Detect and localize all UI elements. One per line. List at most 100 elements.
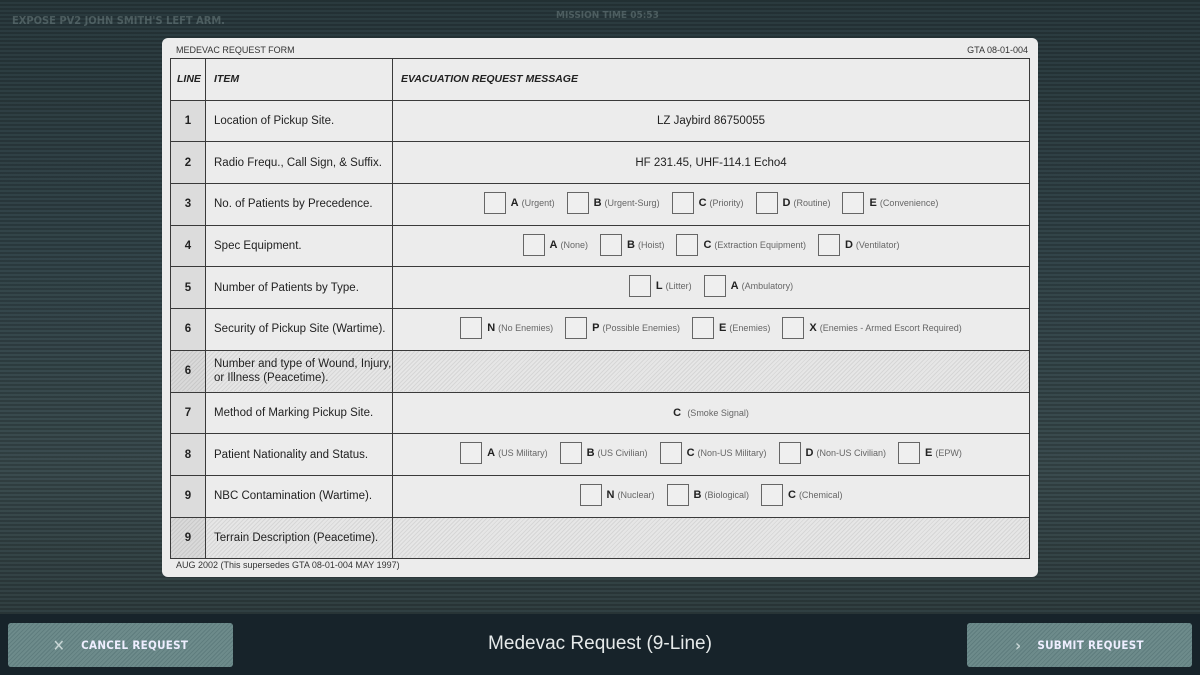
- option-a[interactable]: A (Urgent): [483, 191, 555, 214]
- form-table: LINE ITEM EVACUATION REQUEST MESSAGE 1 Lo…: [170, 58, 1030, 560]
- option-desc: (Ambulatory): [741, 281, 794, 292]
- checkbox[interactable]: [628, 275, 651, 298]
- option-l[interactable]: L (Litter): [628, 275, 692, 298]
- checkbox[interactable]: [671, 191, 694, 214]
- line-number: 7: [170, 391, 206, 435]
- header-line: LINE: [170, 58, 206, 101]
- checkbox[interactable]: [703, 275, 726, 298]
- cancel-request-button[interactable]: ✕ CANCEL REQUEST: [8, 623, 233, 667]
- option-c[interactable]: C (Priority): [671, 191, 744, 214]
- line-number: 9: [170, 516, 206, 560]
- checkbox[interactable]: [778, 442, 801, 465]
- option-desc: (Urgent-Surg): [604, 197, 660, 208]
- message-value: LZ Jaybird 86750055: [656, 115, 766, 128]
- table-row: 8 Patient Nationality and Status. A (US Mil…: [170, 433, 1030, 476]
- item-label: Number and type of Wound, Injury, or Ill…: [205, 349, 393, 393]
- option-desc: (Chemical): [798, 489, 843, 500]
- message-cell: [392, 349, 1030, 393]
- option-b[interactable]: B (US Civilian): [559, 442, 648, 465]
- option-d[interactable]: D (Ventilator): [817, 233, 900, 256]
- message-cell[interactable]: L (Litter) A (Ambulatory): [392, 266, 1030, 310]
- checkbox[interactable]: [782, 316, 805, 339]
- checkbox[interactable]: [755, 191, 778, 214]
- checkbox[interactable]: [483, 191, 506, 214]
- message-cell[interactable]: A (Urgent) B (Urgent-Surg) C (Priority) D (Rout…: [392, 183, 1030, 226]
- option-letter: B: [693, 488, 702, 501]
- checkbox[interactable]: [842, 191, 865, 214]
- option-d[interactable]: D (Non-US Civilian): [778, 442, 886, 465]
- checkbox[interactable]: [559, 442, 582, 465]
- option-desc: (Ventilator): [855, 239, 900, 250]
- checkbox[interactable]: [666, 483, 689, 506]
- checkbox[interactable]: [898, 442, 920, 465]
- message-cell[interactable]: N (Nuclear) B (Biological) C (Chemical): [392, 474, 1030, 518]
- option-d[interactable]: D (Routine): [755, 191, 830, 214]
- form-title: MEDEVAC REQUEST FORM: [176, 45, 295, 55]
- option-p[interactable]: P (Possible Enemies): [565, 316, 680, 339]
- item-label: Location of Pickup Site.: [205, 99, 393, 143]
- option-desc: (Non-US Military): [697, 448, 767, 459]
- message-cell[interactable]: A (US Military) B (US Civilian) C (Non-US Mil…: [392, 433, 1030, 476]
- option-desc: (Biological): [704, 489, 749, 500]
- item-label: NBC Contamination (Wartime).: [205, 474, 393, 518]
- item-label: Radio Frequ., Call Sign, & Suffix.: [205, 141, 393, 185]
- checkbox[interactable]: [579, 483, 602, 506]
- header-message: EVACUATION REQUEST MESSAGE: [392, 58, 1030, 101]
- submit-label: SUBMIT REQUEST: [1037, 638, 1144, 652]
- option-desc: (Enemies): [729, 322, 771, 333]
- option-letter: A: [510, 196, 519, 209]
- option-n[interactable]: N (Nuclear): [579, 483, 655, 506]
- objective-text: EXPOSE PV2 JOHN SMITH'S LEFT ARM.: [12, 14, 225, 27]
- option-desc: (US Civilian): [597, 448, 648, 459]
- item-label: Method of Marking Pickup Site.: [205, 391, 393, 435]
- message-cell[interactable]: A (None) B (Hoist) C (Extraction Equipment) D(…: [392, 224, 1030, 268]
- message-cell[interactable]: LZ Jaybird 86750055: [392, 99, 1030, 143]
- option-desc: (Enemies - Armed Escort Required): [819, 322, 962, 333]
- option-c[interactable]: C (Extraction Equipment): [676, 233, 806, 256]
- option-e[interactable]: E (EPW): [898, 442, 962, 465]
- option-a[interactable]: A (Ambulatory): [703, 275, 794, 298]
- submit-request-button[interactable]: › SUBMIT REQUEST: [967, 623, 1192, 667]
- option-desc: (Priority): [709, 197, 744, 208]
- message-cell[interactable]: N (No Enemies) P (Possible Enemies) E (Enemie…: [392, 308, 1030, 351]
- option-b[interactable]: B (Biological): [666, 483, 749, 506]
- option-c[interactable]: C (Chemical): [760, 483, 843, 506]
- screen-title: Medevac Request (9-Line): [488, 633, 712, 654]
- message-cell[interactable]: C (Smoke Signal): [392, 391, 1030, 435]
- medevac-form: MEDEVAC REQUEST FORM GTA 08-01-004 LINE …: [162, 38, 1038, 577]
- option-a[interactable]: A (None): [522, 233, 588, 256]
- table-row: 4 Spec Equipment. A (None) B (Hoist) C (Extract…: [170, 224, 1030, 268]
- option-n[interactable]: N (No Enemies): [460, 316, 553, 339]
- option-e[interactable]: E (Enemies): [692, 316, 771, 339]
- option-b[interactable]: B (Hoist): [600, 233, 665, 256]
- option-desc: (EPW): [935, 448, 962, 459]
- checkbox[interactable]: [659, 442, 682, 465]
- checkbox[interactable]: [566, 191, 589, 214]
- checkbox[interactable]: [692, 316, 715, 339]
- table-header: LINE ITEM EVACUATION REQUEST MESSAGE: [170, 58, 1030, 101]
- checkbox[interactable]: [817, 233, 840, 256]
- checkbox[interactable]: [522, 233, 545, 256]
- checkbox[interactable]: [676, 233, 699, 256]
- option-b[interactable]: B (Urgent-Surg): [566, 191, 660, 214]
- message-cell[interactable]: HF 231.45, UHF-114.1 Echo4: [392, 141, 1030, 185]
- table-row: 5 Number of Patients by Type. L (Litter) A (A…: [170, 266, 1030, 310]
- form-code: GTA 08-01-004: [967, 45, 1028, 55]
- option-desc: (Hoist): [637, 239, 665, 250]
- checkbox[interactable]: [460, 316, 483, 339]
- option-c[interactable]: C (Non-US Military): [659, 442, 767, 465]
- option-desc: (Convenience): [879, 197, 939, 208]
- option-x[interactable]: X (Enemies - Armed Escort Required): [782, 316, 962, 339]
- option-a[interactable]: A (US Military): [460, 442, 548, 465]
- option-letter: B: [586, 447, 595, 460]
- line-number: 5: [170, 266, 206, 310]
- checkbox[interactable]: [760, 483, 783, 506]
- checkbox[interactable]: [565, 316, 588, 339]
- checkbox[interactable]: [460, 442, 483, 465]
- option-desc: (US Military): [498, 448, 548, 459]
- x-icon: ✕: [52, 635, 66, 655]
- option-e[interactable]: E (Convenience): [842, 191, 939, 214]
- item-label: Number of Patients by Type.: [205, 266, 393, 310]
- option-letter: A: [549, 238, 558, 251]
- checkbox[interactable]: [600, 233, 623, 256]
